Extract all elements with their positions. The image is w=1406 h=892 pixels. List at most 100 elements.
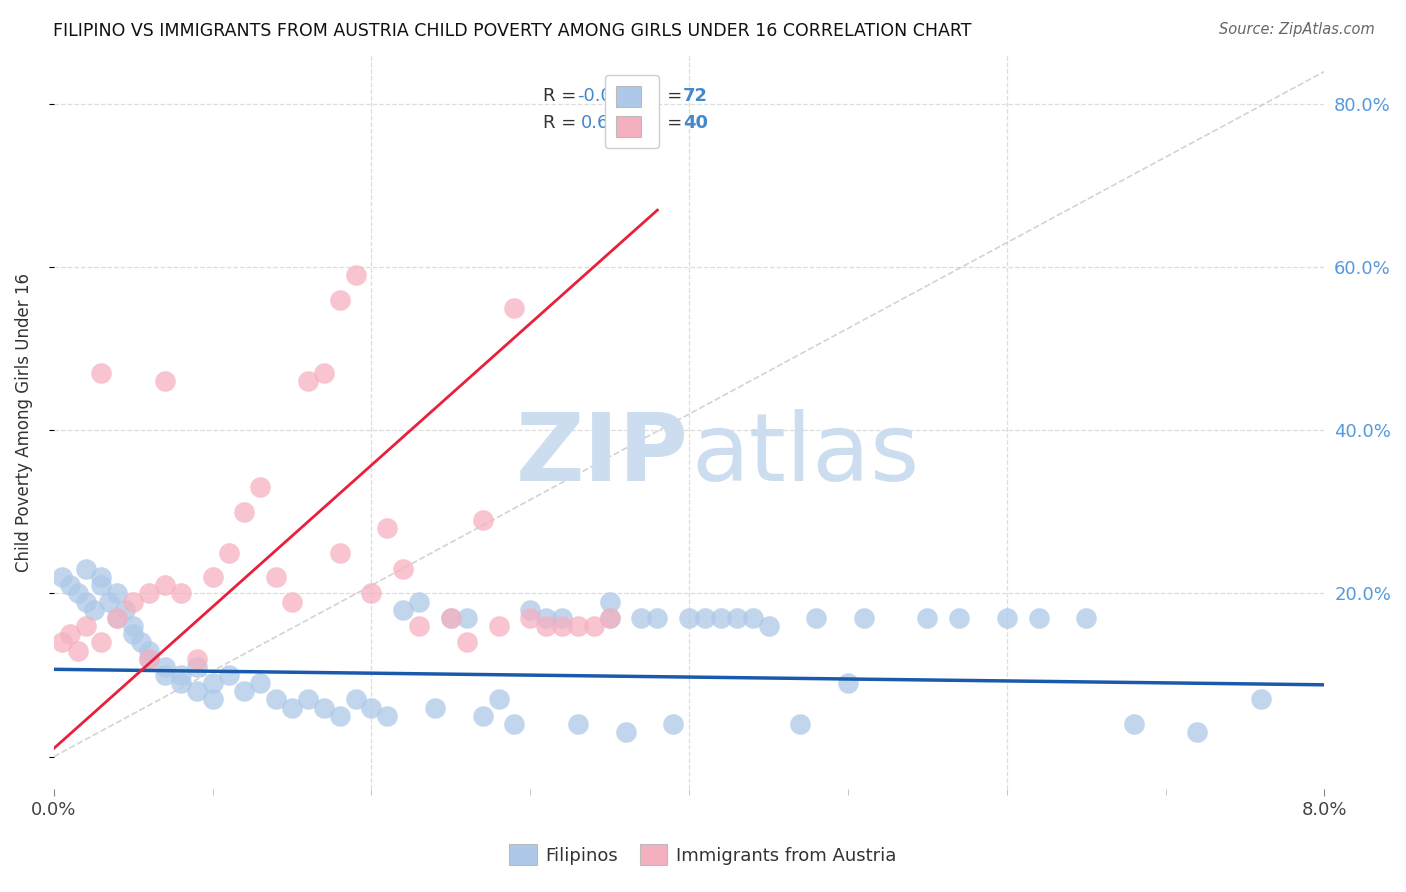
- Point: [995, 611, 1018, 625]
- Point: [312, 366, 335, 380]
- Point: [519, 611, 541, 625]
- Point: [488, 692, 510, 706]
- Point: [758, 619, 780, 633]
- Point: [1028, 611, 1050, 625]
- Point: [201, 676, 224, 690]
- Point: [90, 366, 112, 380]
- Point: [186, 684, 208, 698]
- Legend: Filipinos, Immigrants from Austria: Filipinos, Immigrants from Austria: [502, 837, 904, 872]
- Point: [66, 643, 89, 657]
- Point: [582, 619, 605, 633]
- Point: [519, 603, 541, 617]
- Point: [440, 611, 463, 625]
- Point: [218, 668, 240, 682]
- Point: [297, 692, 319, 706]
- Point: [804, 611, 827, 625]
- Point: [392, 562, 415, 576]
- Point: [329, 293, 352, 307]
- Text: 72: 72: [683, 87, 707, 105]
- Text: R =: R =: [543, 114, 576, 132]
- Point: [138, 651, 160, 665]
- Text: N =: N =: [648, 114, 683, 132]
- Point: [741, 611, 763, 625]
- Text: 0.621: 0.621: [581, 114, 633, 132]
- Point: [59, 578, 82, 592]
- Point: [471, 513, 494, 527]
- Point: [170, 676, 193, 690]
- Point: [51, 570, 73, 584]
- Point: [105, 586, 128, 600]
- Point: [138, 651, 160, 665]
- Point: [249, 480, 271, 494]
- Point: [170, 668, 193, 682]
- Point: [122, 627, 145, 641]
- Text: atlas: atlas: [692, 409, 920, 501]
- Point: [567, 717, 589, 731]
- Point: [297, 375, 319, 389]
- Point: [153, 660, 176, 674]
- Point: [281, 700, 304, 714]
- Text: 40: 40: [683, 114, 707, 132]
- Point: [440, 611, 463, 625]
- Point: [852, 611, 875, 625]
- Point: [534, 619, 557, 633]
- Point: [122, 594, 145, 608]
- Point: [90, 570, 112, 584]
- Point: [312, 700, 335, 714]
- Point: [59, 627, 82, 641]
- Point: [105, 611, 128, 625]
- Point: [264, 692, 287, 706]
- Text: Source: ZipAtlas.com: Source: ZipAtlas.com: [1219, 22, 1375, 37]
- Point: [599, 611, 621, 625]
- Y-axis label: Child Poverty Among Girls Under 16: Child Poverty Among Girls Under 16: [15, 273, 32, 572]
- Point: [329, 708, 352, 723]
- Point: [599, 594, 621, 608]
- Point: [329, 546, 352, 560]
- Point: [75, 594, 97, 608]
- Point: [186, 660, 208, 674]
- Point: [456, 635, 478, 649]
- Point: [1187, 725, 1209, 739]
- Point: [488, 619, 510, 633]
- Point: [233, 505, 256, 519]
- Point: [567, 619, 589, 633]
- Point: [423, 700, 446, 714]
- Point: [789, 717, 811, 731]
- Point: [392, 603, 415, 617]
- Point: [66, 586, 89, 600]
- Point: [344, 692, 367, 706]
- Point: [710, 611, 733, 625]
- Point: [233, 684, 256, 698]
- Legend: , : ,: [605, 75, 659, 147]
- Point: [678, 611, 700, 625]
- Point: [105, 611, 128, 625]
- Point: [186, 651, 208, 665]
- Point: [408, 594, 430, 608]
- Point: [51, 635, 73, 649]
- Point: [503, 301, 526, 315]
- Point: [201, 570, 224, 584]
- Point: [647, 611, 669, 625]
- Point: [153, 375, 176, 389]
- Point: [837, 676, 859, 690]
- Point: [534, 611, 557, 625]
- Point: [249, 676, 271, 690]
- Point: [90, 578, 112, 592]
- Text: N =: N =: [648, 87, 683, 105]
- Point: [264, 570, 287, 584]
- Point: [153, 668, 176, 682]
- Point: [1076, 611, 1098, 625]
- Text: -0.075: -0.075: [578, 87, 636, 105]
- Point: [90, 635, 112, 649]
- Point: [917, 611, 939, 625]
- Point: [377, 521, 399, 535]
- Text: ZIP: ZIP: [516, 409, 689, 501]
- Point: [408, 619, 430, 633]
- Point: [1122, 717, 1144, 731]
- Point: [129, 635, 152, 649]
- Point: [83, 603, 105, 617]
- Text: FILIPINO VS IMMIGRANTS FROM AUSTRIA CHILD POVERTY AMONG GIRLS UNDER 16 CORRELATI: FILIPINO VS IMMIGRANTS FROM AUSTRIA CHIL…: [53, 22, 972, 40]
- Point: [551, 619, 574, 633]
- Point: [122, 619, 145, 633]
- Point: [75, 562, 97, 576]
